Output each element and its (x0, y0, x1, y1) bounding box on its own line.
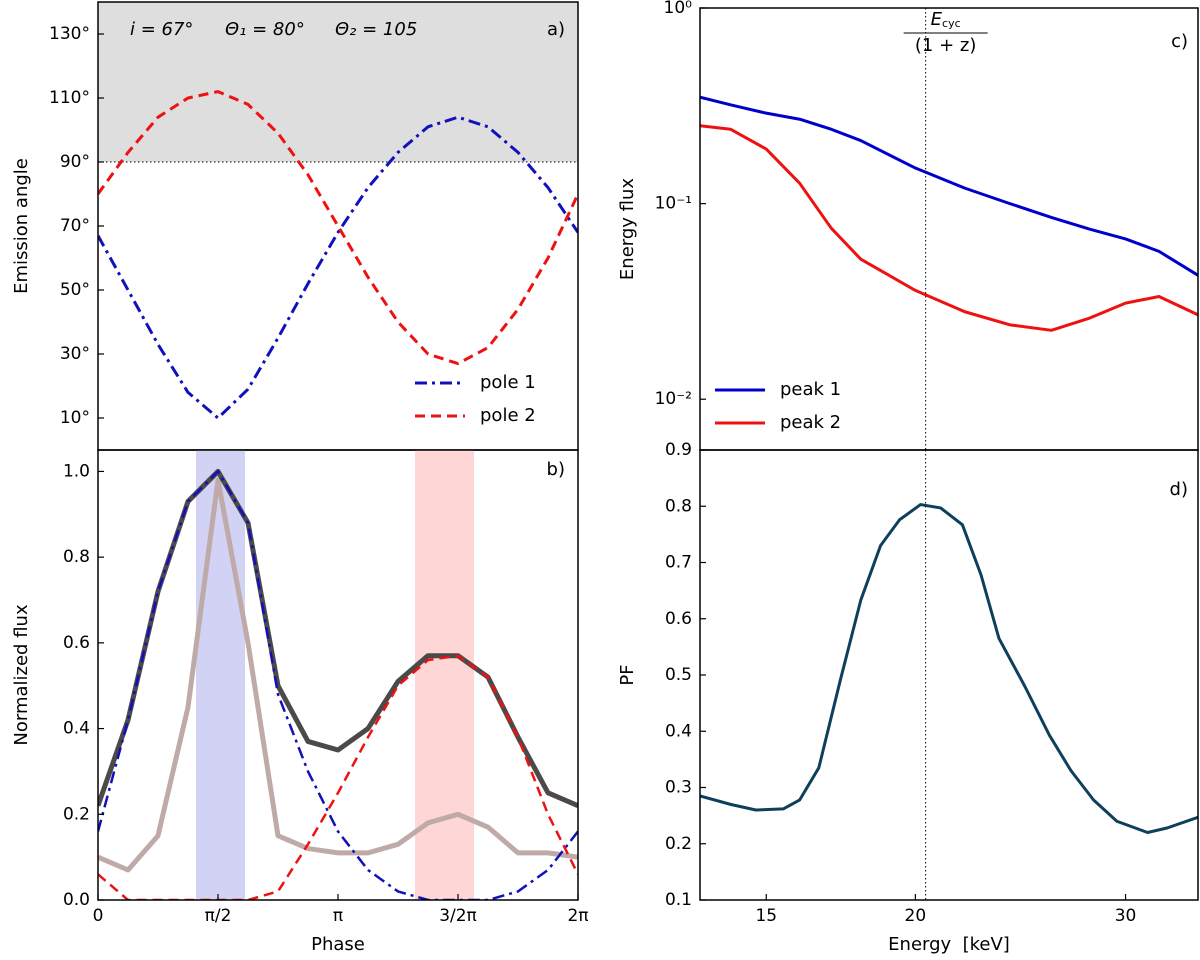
y-tick-label: 0.9 (665, 440, 692, 460)
series-line (98, 115, 578, 420)
y-tick-label: 0.4 (665, 721, 692, 741)
y-axis-label: Emission angle (11, 158, 32, 294)
y-tick-label: 130° (49, 24, 90, 44)
series-line (700, 95, 1198, 277)
annotation: Θ₂ = 105 (335, 19, 417, 40)
series-line (98, 654, 578, 900)
annotation: Ecyc (931, 9, 961, 30)
axes-frame (699, 7, 1199, 451)
series-line (700, 124, 1198, 332)
x-tick-label: 30 (1115, 906, 1137, 926)
y-tick-label: 0.6 (63, 633, 90, 653)
y-tick-label: 0.4 (63, 719, 90, 739)
y-tick-label: 10⁻² (655, 389, 692, 409)
y-tick-label: 0.3 (665, 778, 692, 798)
y-tick-label: 70° (60, 216, 90, 236)
y-tick-label: 0.7 (665, 553, 692, 573)
x-tick-label: 2π (567, 906, 588, 926)
y-tick-label: 10⁰ (664, 0, 693, 18)
y-tick-label: 0.0 (63, 890, 90, 910)
panel-label: c) (1171, 31, 1188, 52)
y-axis-label: Energy flux (617, 178, 638, 280)
plot-area (700, 503, 1198, 834)
y-axis-label: Normalized flux (11, 604, 32, 746)
panel-label: d) (1170, 479, 1188, 500)
annotation-symbol: E (931, 9, 943, 30)
series-line (700, 503, 1198, 834)
x-axis-label: Phase (311, 934, 365, 955)
annotation-subscript: cyc (942, 17, 961, 30)
axes-frame (699, 449, 1199, 901)
y-tick-label: 0.2 (63, 804, 90, 824)
y-tick-label: 50° (60, 280, 90, 300)
plot-area (700, 95, 1198, 332)
phase-span (196, 450, 245, 900)
x-tick-label: 3/2π (439, 906, 477, 926)
x-tick-label: π (333, 906, 343, 926)
panel-label: a) (547, 19, 565, 40)
series-line (98, 477, 578, 873)
panel-label: b) (547, 459, 565, 480)
x-axis-label: Energy [keV] (888, 934, 1010, 955)
x-tick-label: π/2 (205, 906, 232, 926)
y-tick-label: 0.8 (63, 547, 90, 567)
annotation: i = 67° (130, 19, 193, 40)
y-tick-label: 10° (60, 408, 90, 428)
y-tick-label: 0.6 (665, 609, 692, 629)
y-tick-label: 0.1 (665, 890, 692, 910)
y-tick-label: 30° (60, 344, 90, 364)
y-tick-label: 0.5 (665, 665, 692, 685)
y-tick-label: 1.0 (63, 461, 90, 481)
plot-area (98, 450, 578, 900)
plot-area (98, 2, 578, 420)
y-tick-label: 0.8 (665, 496, 692, 516)
legend-label: peak 2 (780, 412, 841, 433)
y-tick-label: 10⁻¹ (655, 194, 692, 214)
x-tick-label: 15 (755, 906, 777, 926)
y-tick-label: 110° (49, 88, 90, 108)
series-line (98, 470, 578, 900)
legend-label: peak 1 (780, 379, 841, 400)
annotation: Θ₁ = 80° (225, 19, 305, 40)
y-tick-label: 90° (60, 152, 90, 172)
legend-label: pole 2 (480, 405, 536, 426)
phase-span (415, 450, 475, 900)
y-axis-label: PF (617, 664, 638, 685)
x-tick-label: 0 (93, 906, 104, 926)
legend-label: pole 1 (480, 372, 536, 393)
x-tick-label: 20 (905, 906, 927, 926)
series-line (98, 90, 578, 366)
annotation: (1 + z) (915, 35, 976, 56)
series-line (98, 468, 578, 809)
y-tick-label: 0.2 (665, 834, 692, 854)
